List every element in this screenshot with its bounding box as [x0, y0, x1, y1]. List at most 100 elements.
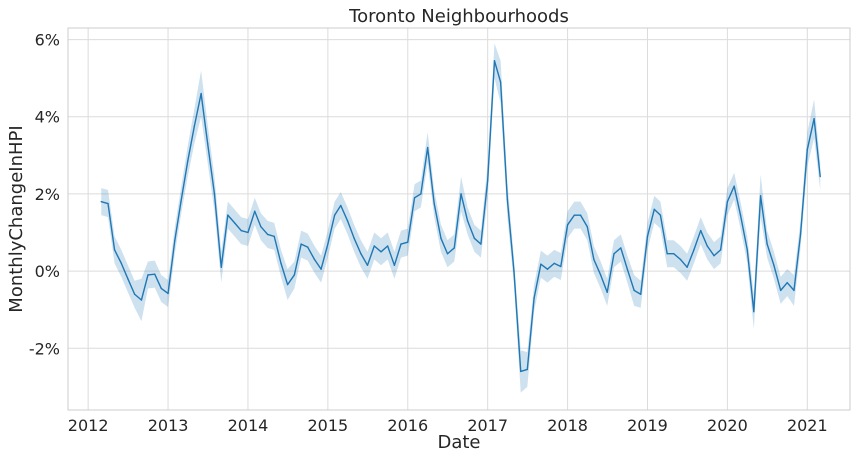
series-line-segment: [233, 222, 242, 232]
series-line-segment: [566, 214, 576, 226]
series-line-segment: [473, 237, 482, 245]
series-line-segment: [273, 235, 282, 265]
x-tick-label: 2012: [68, 416, 109, 435]
series-line-segment: [160, 287, 169, 295]
series-line-segment: [386, 245, 396, 266]
series-line-segment: [426, 146, 435, 205]
series-line-segment: [620, 247, 629, 270]
series-line-segment: [693, 229, 702, 251]
series-line-segment: [360, 253, 369, 266]
series-line-segment: [200, 92, 209, 145]
series-line-segment: [546, 262, 555, 270]
series-line-segment: [107, 202, 116, 251]
series-line-segment: [254, 210, 262, 228]
series-line-segment: [420, 146, 429, 195]
series-line-segment: [460, 193, 469, 222]
series-line-segment: [593, 258, 602, 276]
series-line-segment: [133, 293, 143, 301]
series-line-segment: [706, 245, 715, 257]
series-line-segment: [413, 193, 422, 199]
series-line-segment: [140, 274, 149, 301]
series-line-segment: [187, 125, 196, 162]
confidence-band: [101, 43, 821, 393]
series-line-segment: [300, 243, 309, 248]
series-line-segment: [533, 263, 542, 299]
series-line-segment: [586, 226, 595, 261]
x-tick-label: 2019: [627, 416, 668, 435]
series-line-segment: [293, 243, 302, 276]
series-line-segment: [486, 60, 496, 182]
series-line-segment: [147, 273, 156, 276]
series-line-segment: [333, 204, 342, 216]
x-tick-label: 2021: [787, 416, 828, 435]
series-line-segment: [699, 229, 708, 247]
y-tick-label: -2%: [29, 339, 60, 358]
series-line-segment: [513, 270, 522, 373]
series-line-segment: [180, 160, 189, 203]
series-line-segment: [640, 235, 649, 295]
series-line-layer: [100, 60, 821, 373]
series-line-segment: [373, 245, 382, 253]
series-line-segment: [113, 249, 123, 265]
series-line-segment: [307, 246, 316, 261]
series-line-segment: [659, 214, 668, 255]
x-axis-title: Date: [437, 432, 480, 453]
tick-labels: 2012 2013 2014 2015 2016 2017 2018 2019 2020 2021…: [29, 31, 828, 435]
series-line-segment: [280, 262, 289, 286]
series-line-segment: [220, 214, 229, 268]
plot-frame: [67, 27, 851, 411]
series-line-segment: [653, 208, 662, 216]
series-line-segment: [247, 210, 256, 234]
series-line-segment: [719, 200, 729, 251]
series-line-segment: [440, 237, 449, 255]
series-line-segment: [174, 200, 182, 241]
series-line-segment: [520, 368, 528, 373]
series-line-segment: [240, 229, 249, 234]
series-line-segment: [579, 214, 588, 228]
series-line-segment: [733, 185, 742, 216]
series-line-segment: [553, 262, 562, 268]
series-line-segment: [739, 214, 748, 251]
series-line-segment: [266, 233, 275, 238]
series-line-segment: [167, 239, 176, 295]
confidence-band-layer: [101, 43, 821, 393]
series-line-segment: [380, 245, 389, 253]
x-tick-label: 2016: [387, 416, 428, 435]
series-line-segment: [526, 297, 535, 371]
series-line-segment: [260, 226, 269, 236]
series-line-segment: [100, 200, 109, 205]
series-line-segment: [480, 179, 489, 245]
series-line-segment: [120, 262, 129, 280]
series-line-segment: [713, 249, 722, 257]
x-tick-label: 2018: [547, 416, 588, 435]
x-tick-label: 2017: [467, 416, 508, 435]
series-line-segment: [407, 197, 416, 243]
series-line-segment: [673, 253, 682, 261]
y-tick-label: 2%: [35, 185, 60, 204]
series-line-segment: [213, 193, 222, 268]
series-line-segment: [679, 258, 688, 268]
chart-title: Toronto Neighbourhoods: [348, 6, 569, 27]
series-line-segment: [453, 193, 462, 249]
y-tick-label: 4%: [35, 108, 60, 127]
series-line-segment: [353, 237, 362, 255]
series-line-segment: [766, 243, 775, 266]
series-line-segment: [799, 148, 809, 236]
y-axis-title: MonthlyChangeInHPI: [6, 125, 27, 312]
series-line-segment: [779, 281, 788, 292]
series-line-segment: [599, 274, 608, 294]
series-line-segment: [793, 233, 802, 292]
x-tick-label: 2020: [707, 416, 748, 435]
series-line-segment: [400, 241, 409, 245]
series-line-segment: [393, 243, 402, 266]
x-tick-label: 2015: [308, 416, 349, 435]
series-line-segment: [346, 220, 355, 239]
series-line-segment: [606, 253, 615, 294]
series-line-segment: [286, 274, 296, 286]
series-line-segment: [759, 195, 768, 245]
series-line-segment: [786, 281, 795, 292]
series-line-segment: [340, 204, 349, 222]
series-line-segment: [227, 214, 236, 224]
series-line-segment: [193, 92, 202, 128]
series-line-segment: [646, 208, 655, 238]
